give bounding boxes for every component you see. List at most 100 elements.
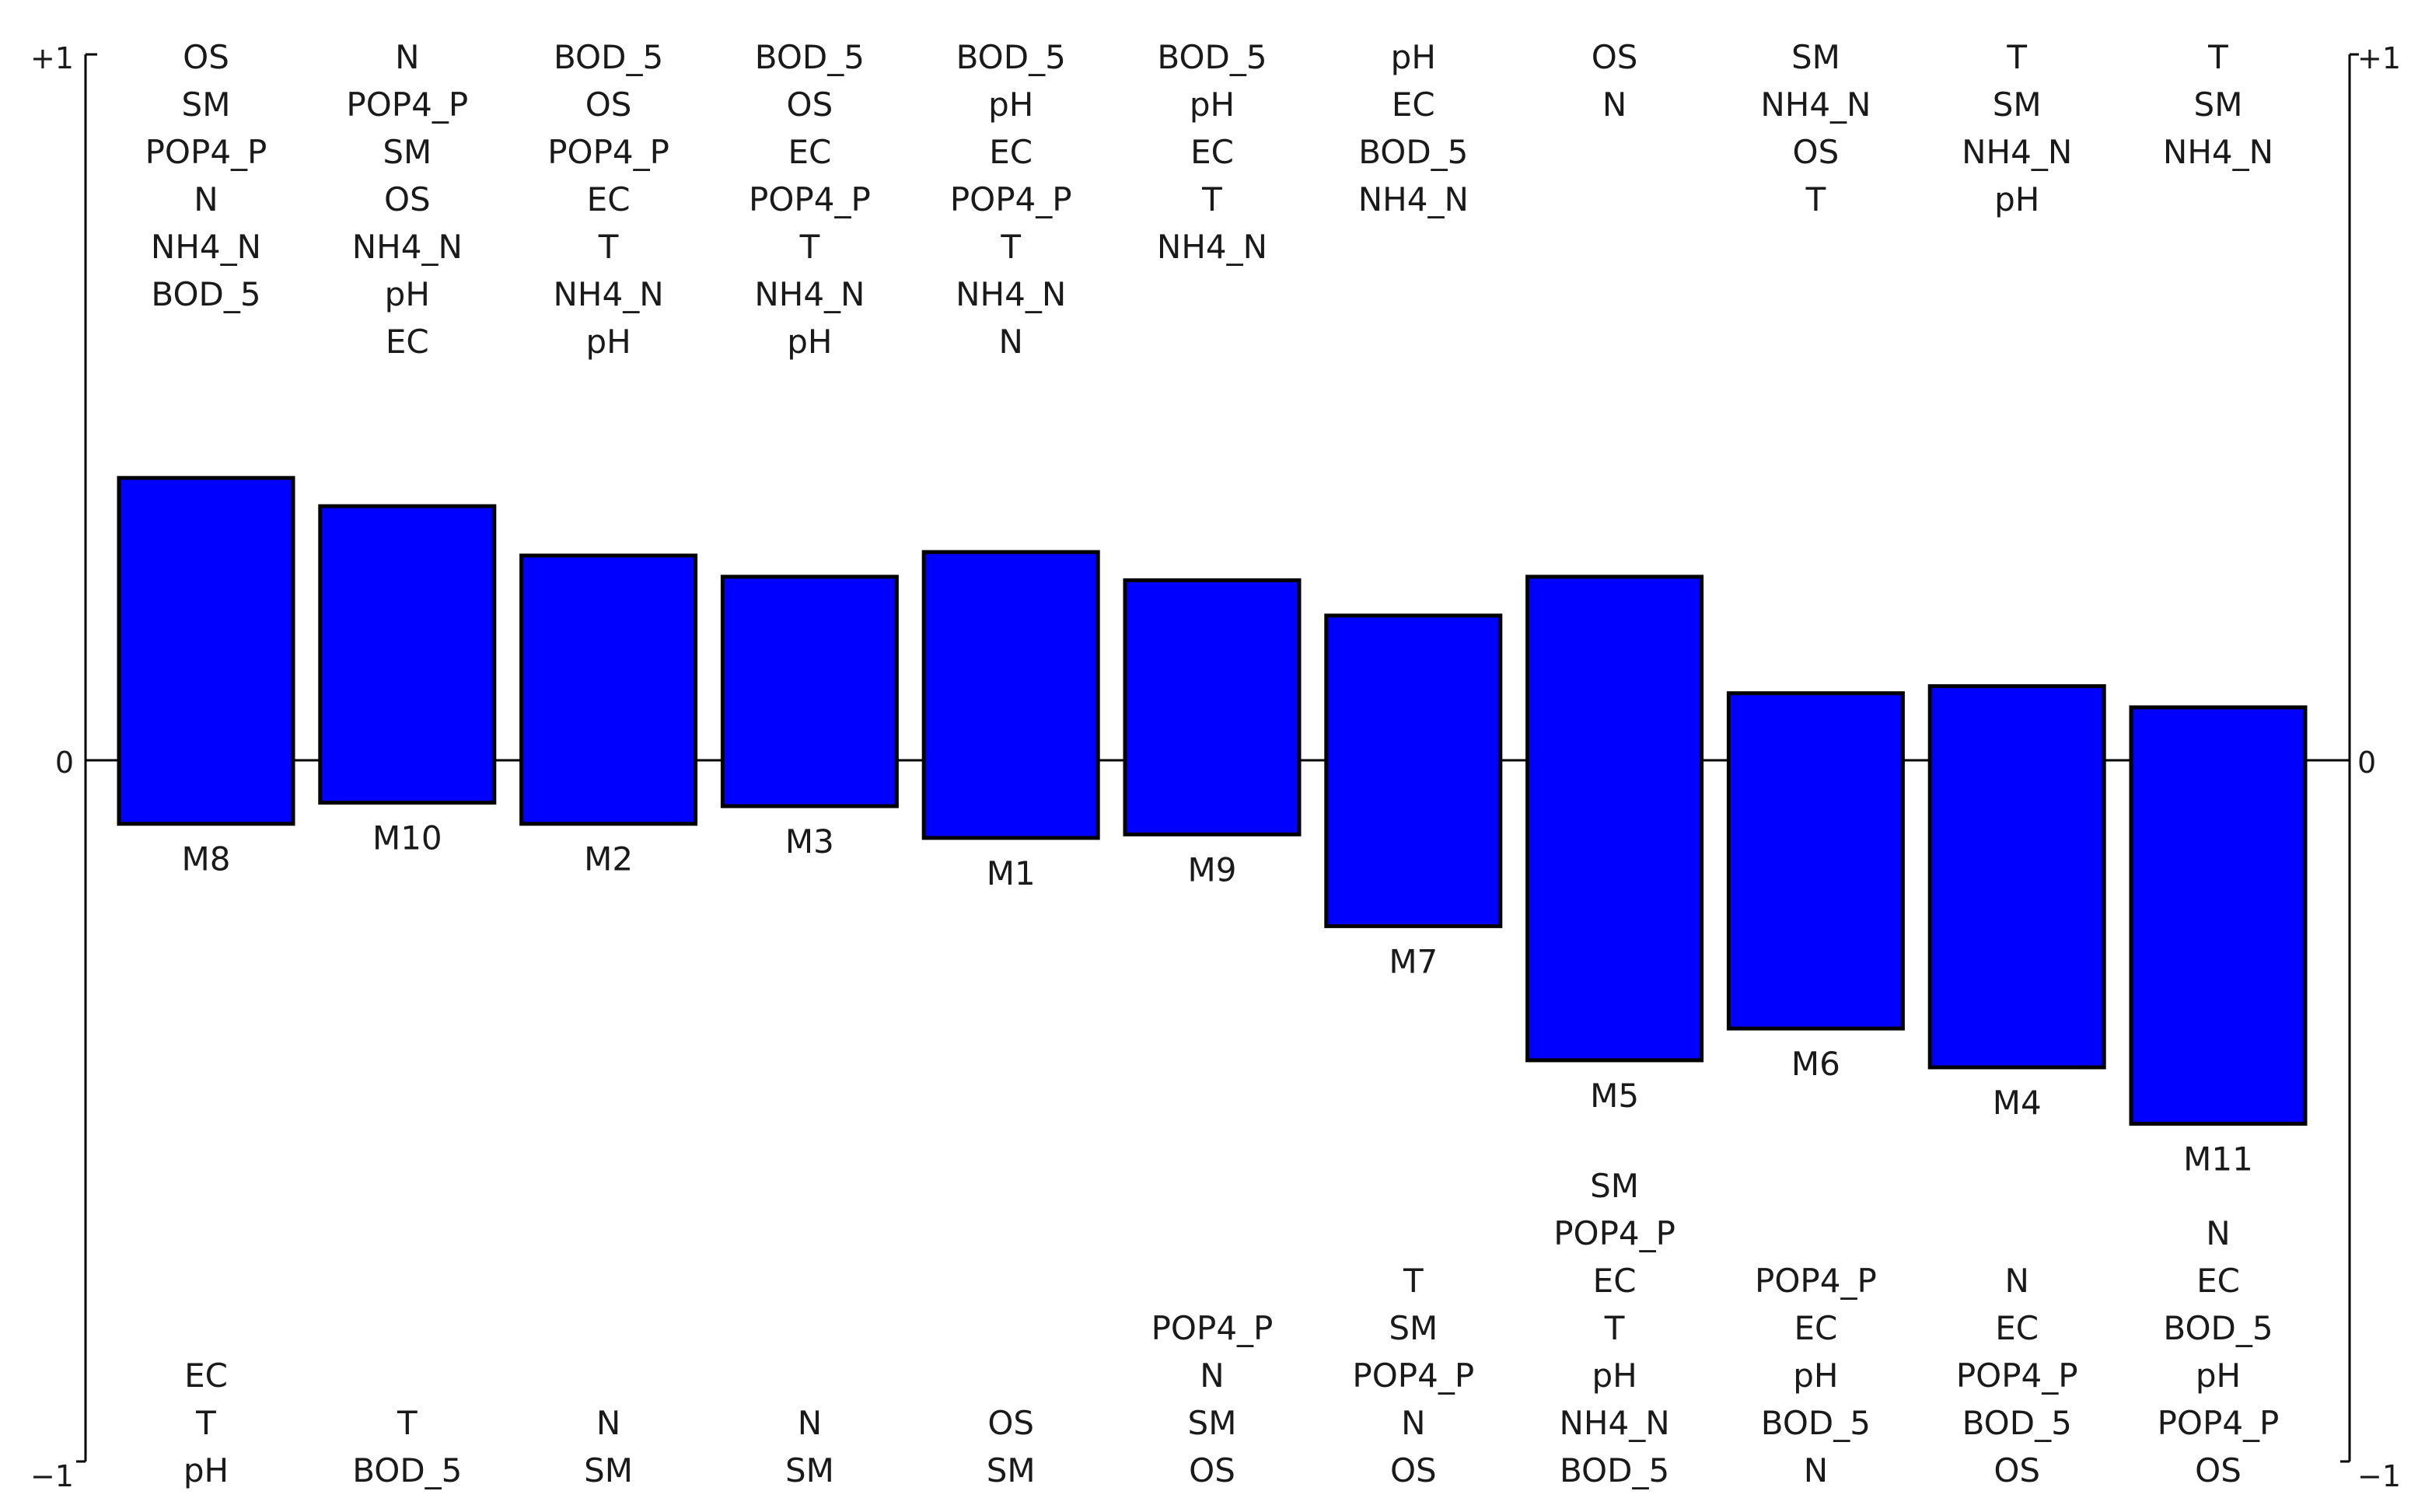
bar-label-group-m9: M9 BOD_5 pH EC T NH4_N POP4_P N SM OS [1151, 38, 1274, 1489]
bar-name-label: M4 [1993, 1084, 2042, 1122]
bottom-variable-label: T [1403, 1262, 1424, 1300]
bottom-variable-label: pH [1592, 1357, 1637, 1395]
top-variable-label: SM [1791, 38, 1840, 76]
bar-m10 [318, 504, 497, 805]
top-variable-label: NH4_N [1358, 180, 1469, 218]
top-variable-label: OS [585, 86, 632, 124]
bottom-variable-label: N [1804, 1451, 1828, 1489]
top-variable-label: EC [587, 180, 631, 218]
top-variable-label: SM [182, 86, 231, 124]
top-variable-label: OS [1793, 133, 1840, 171]
top-variable-label: OS [183, 38, 229, 76]
top-variable-label: SM [2194, 86, 2243, 124]
bottom-variable-label: N [798, 1404, 822, 1442]
bar-m8 [117, 476, 295, 826]
top-variable-label: BOD_5 [1358, 133, 1468, 171]
top-variable-label: POP4_P [950, 180, 1072, 218]
bottom-variable-label: SM [1188, 1404, 1237, 1442]
top-variable-label: T [2006, 38, 2027, 76]
top-variable-label: NH4_N [1962, 133, 2072, 171]
top-variable-label: POP4_P [547, 133, 669, 171]
top-variable-label: pH [1391, 38, 1436, 76]
bottom-variable-label: POP4_P [1755, 1262, 1877, 1300]
bottom-variable-label: SM [1389, 1309, 1438, 1347]
bar-label-group-m3: M3 BOD_5 OS EC POP4_P T NH4_N pH N SM [749, 38, 871, 1489]
top-variable-label: NH4_N [151, 228, 261, 266]
bottom-variable-label: BOD_5 [2163, 1309, 2273, 1347]
bar-name-label: M9 [1188, 850, 1237, 889]
bar-name-label: M1 [987, 854, 1036, 892]
bottom-variable-label: BOD_5 [1761, 1404, 1871, 1442]
bar-label-group-m7: M7 pH EC BOD_5 NH4_N T SM POP4_P N OS [1352, 38, 1474, 1489]
top-variable-label: pH [1994, 180, 2039, 218]
top-variable-label: T [1805, 180, 1826, 218]
bar-m4 [1927, 684, 2106, 1070]
bottom-variable-label: pH [183, 1451, 229, 1489]
bar-m3 [720, 574, 899, 808]
top-variable-label: BOD_5 [755, 38, 865, 76]
top-variable-label: N [998, 323, 1022, 361]
bar-label-group-m6: M6 SM NH4_N OS T POP4_P EC pH BOD_5 N [1755, 38, 1877, 1489]
right-tick-label-bottom: −1 [2357, 1459, 2401, 1493]
bar-label-group-m11: M11 T SM NH4_N N EC BOD_5 pH POP4_P OS [2158, 38, 2280, 1489]
bottom-variable-label: OS [987, 1404, 1034, 1442]
top-variable-label: OS [1592, 38, 1638, 76]
bottom-variable-label: N [2004, 1262, 2028, 1300]
top-variable-label: NH4_N [1157, 228, 1267, 266]
bar-name-label: M8 [182, 840, 231, 878]
top-variable-label: NH4_N [956, 275, 1066, 313]
bottom-variable-label: N [1401, 1404, 1425, 1442]
bar-name-label: M2 [584, 840, 633, 878]
top-variable-label: N [1602, 86, 1627, 124]
top-variable-label: POP4_P [145, 133, 267, 171]
bottom-variable-label: EC [1794, 1309, 1837, 1347]
bar-name-label: M10 [372, 819, 442, 857]
top-variable-label: T [1201, 180, 1222, 218]
bars [117, 476, 2308, 1126]
bottom-variable-label: POP4_P [1553, 1214, 1675, 1252]
bar-name-label: M3 [785, 822, 834, 861]
bottom-variable-label: pH [2196, 1357, 2241, 1395]
bar-labels: M8 OS SM POP4_P N NH4_N BOD_5 EC TpH M10 N POP4_P SM… [145, 38, 2280, 1489]
bottom-variable-label: T [195, 1404, 216, 1442]
top-variable-label: EC [386, 323, 429, 361]
bar-m7 [1324, 613, 1503, 928]
bar-label-group-m1: M1 BOD_5 pH EC POP4_P T NH4_N N OS SM [950, 38, 1072, 1489]
bar-label-group-m10: M10 N POP4_P SM OS NH4_N pH EC T BOD_5 [346, 38, 468, 1489]
bottom-variable-label: pH [1793, 1357, 1838, 1395]
top-variable-label: EC [1190, 133, 1234, 171]
bottom-variable-label: OS [1189, 1451, 1235, 1489]
bar-name-label: M11 [2183, 1140, 2253, 1179]
top-variable-label: BOD_5 [956, 38, 1066, 76]
right-tick-label-zero: 0 [2357, 746, 2376, 780]
top-variable-label: N [194, 180, 218, 218]
bottom-variable-label: EC [1593, 1262, 1637, 1300]
bar-m2 [519, 553, 698, 826]
bottom-variable-label: SM [1590, 1167, 1639, 1205]
bottom-variable-label: EC [2196, 1262, 2240, 1300]
bar-label-group-m8: M8 OS SM POP4_P N NH4_N BOD_5 EC TpH [145, 38, 267, 1489]
bottom-variable-label: SM [785, 1451, 834, 1489]
top-variable-label: T [1000, 228, 1021, 266]
bar-label-group-m5: M5 OS N SM POP4_P EC TpH NH4_N BOD_5 [1553, 38, 1675, 1489]
bottom-variable-label: N [596, 1404, 620, 1442]
top-variable-label: pH [385, 275, 430, 313]
top-variable-label: pH [787, 323, 832, 361]
bar-m1 [921, 550, 1100, 840]
bar-name-label: M6 [1791, 1045, 1840, 1083]
top-variable-label: POP4_P [346, 86, 468, 124]
top-variable-label: EC [1392, 86, 1435, 124]
bottom-variable-label: N [2206, 1214, 2230, 1252]
bottom-variable-label: OS [1390, 1451, 1437, 1489]
bar-m5 [1525, 574, 1704, 1063]
bottom-variable-label: POP4_P [1352, 1357, 1474, 1395]
top-variable-label: BOD_5 [554, 38, 663, 76]
bar-name-label: M7 [1389, 942, 1438, 980]
top-variable-label: EC [989, 133, 1033, 171]
bottom-variable-label: BOD_5 [1560, 1451, 1669, 1489]
top-variable-label: EC [788, 133, 831, 171]
bottom-variable-label: BOD_5 [352, 1451, 462, 1489]
bottom-variable-label: POP4_P [1151, 1309, 1274, 1347]
top-variable-label: SM [383, 133, 432, 171]
